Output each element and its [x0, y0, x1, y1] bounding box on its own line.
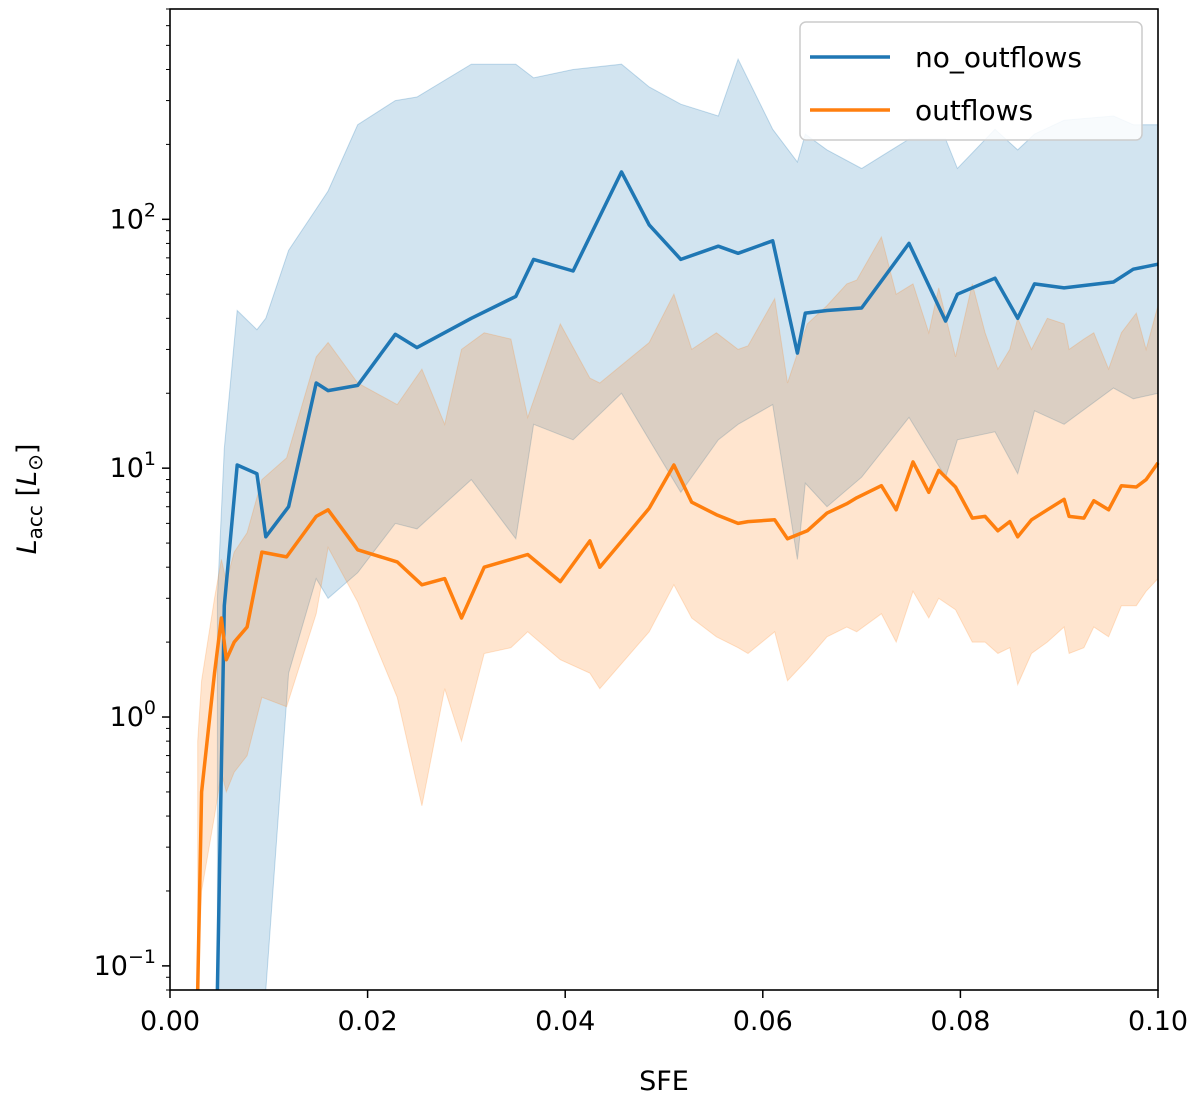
legend-label-no_outflows: no_outflows — [915, 41, 1082, 74]
x-tick-label: 0.00 — [140, 1006, 200, 1037]
x-ticks: 0.00 0.02 0.04 0.06 0.08 0.10 — [140, 990, 1188, 1037]
y-ticks: 10−1 100 101 102 — [94, 8, 170, 991]
x-tick-label: 0.02 — [338, 1006, 398, 1037]
x-tick-label: 0.04 — [535, 1006, 595, 1037]
plot-frame — [169, 8, 1159, 991]
y-tick-label: 100 — [110, 697, 156, 733]
lines-layer — [195, 170, 1160, 991]
y-tick-label: 10−1 — [94, 946, 156, 982]
x-axis-label: SFE — [639, 1066, 689, 1097]
y-tick-label: 101 — [110, 448, 156, 484]
line-no_outflows — [215, 170, 1159, 991]
x-tick-label: 0.08 — [930, 1006, 990, 1037]
x-tick-label: 0.06 — [733, 1006, 793, 1037]
y-axis-label: Lacc [L⊙] — [12, 444, 47, 555]
bands-layer — [197, 57, 1159, 991]
y-tick-label: 102 — [110, 199, 156, 235]
legend-label-outflows: outflows — [915, 94, 1033, 127]
legend: no_outflows outflows — [799, 21, 1143, 141]
x-tick-label: 0.10 — [1128, 1006, 1188, 1037]
line-outflows — [195, 460, 1160, 991]
